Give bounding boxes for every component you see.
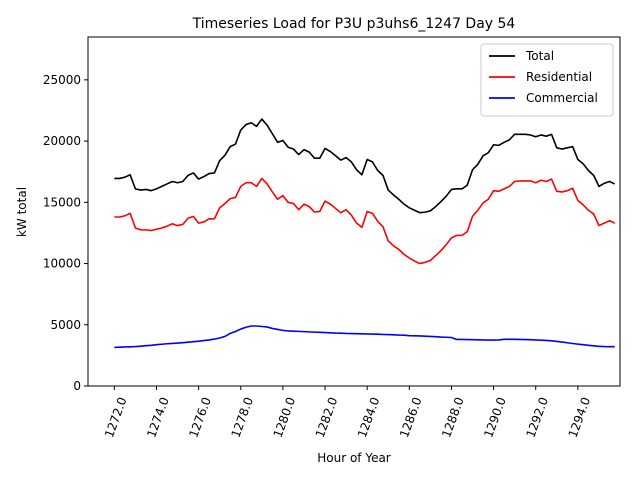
legend: Total Residential Commercial: [480, 43, 614, 117]
x-axis-label: Hour of Year: [317, 451, 391, 465]
y-axis-ticks: 0 5000 10000 15000 20000 25000: [43, 73, 88, 393]
y-tick-label: 25000: [43, 73, 81, 87]
series-lines: [114, 118, 616, 349]
y-tick-label: 15000: [43, 195, 81, 209]
legend-label-residential: Residential: [526, 70, 592, 84]
y-tick-label: 0: [73, 379, 81, 393]
legend-label-total: Total: [525, 49, 554, 63]
series-line-total: [114, 118, 616, 214]
y-tick-label: 10000: [43, 257, 81, 271]
legend-label-commercial: Commercial: [526, 91, 598, 105]
series-line-residential: [114, 177, 616, 265]
y-tick-label: 5000: [50, 318, 81, 332]
series-line-commercial: [114, 325, 615, 349]
y-axis-label: kW total: [15, 187, 29, 237]
y-tick-label: 20000: [43, 134, 81, 148]
chart-title: Timeseries Load for P3U p3uhs6_1247 Day …: [192, 16, 516, 32]
